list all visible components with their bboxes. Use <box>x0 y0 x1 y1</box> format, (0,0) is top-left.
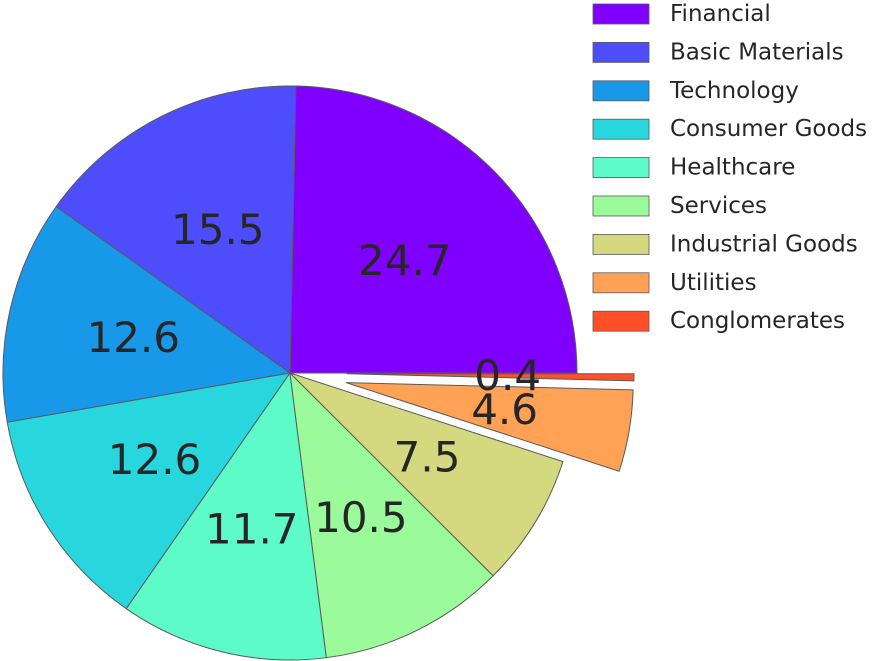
legend-swatch-utilities <box>592 272 650 294</box>
pie-slice-basic-materials <box>55 85 297 374</box>
legend-swatch-industrial-goods <box>592 233 650 255</box>
legend-swatch-financial <box>592 3 650 25</box>
slice-label-utilities: 4.6 <box>471 385 538 434</box>
legend-swatch-technology <box>592 80 650 102</box>
slice-label-financial: 24.7 <box>358 236 452 285</box>
legend-label-industrial-goods: Industrial Goods <box>670 231 858 257</box>
pie-slice-technology <box>2 206 291 423</box>
legend-label-basic-materials: Basic Materials <box>670 39 844 65</box>
pie-slice-utilities <box>345 382 634 472</box>
legend-label-financial: Financial <box>670 1 771 27</box>
pie-slice-industrial-goods <box>289 372 564 577</box>
pie-slice-financial <box>289 85 578 374</box>
legend-label-utilities: Utilities <box>670 270 757 296</box>
legend-label-technology: Technology <box>669 78 799 104</box>
pie-slice-services <box>289 372 494 659</box>
legend-swatch-basic-materials <box>592 42 650 63</box>
legend-swatch-conglomerates <box>592 310 650 332</box>
slice-label-basic-materials: 15.5 <box>171 205 265 254</box>
slice-label-consumer-goods: 12.6 <box>108 435 202 484</box>
legend-label-conglomerates: Conglomerates <box>670 308 845 334</box>
legend-swatch-healthcare <box>592 157 650 179</box>
slice-label-healthcare: 11.7 <box>205 505 299 554</box>
legend: Financial Basic Materials Technology Consum… <box>592 1 867 334</box>
slice-labels: 24.715.512.612.611.7 10.57.54.60.4 <box>86 205 541 554</box>
pie-slice-healthcare <box>125 372 327 661</box>
legend-swatch-services <box>592 195 650 217</box>
legend-label-consumer-goods: Consumer Goods <box>670 116 867 142</box>
slice-label-industrial-goods: 7.5 <box>394 432 461 481</box>
pie-slices <box>2 85 635 661</box>
legend-label-healthcare: Healthcare <box>670 155 795 181</box>
legend-swatch-consumer-goods <box>592 118 650 140</box>
legend-label-services: Services <box>670 193 767 219</box>
pie-slice-consumer-goods <box>6 372 291 610</box>
slice-label-conglomerates: 0.4 <box>474 351 541 400</box>
pie-slice-conglomerates <box>346 373 635 382</box>
slice-label-technology: 12.6 <box>86 313 180 362</box>
slice-label-services: 10.5 <box>314 493 408 542</box>
